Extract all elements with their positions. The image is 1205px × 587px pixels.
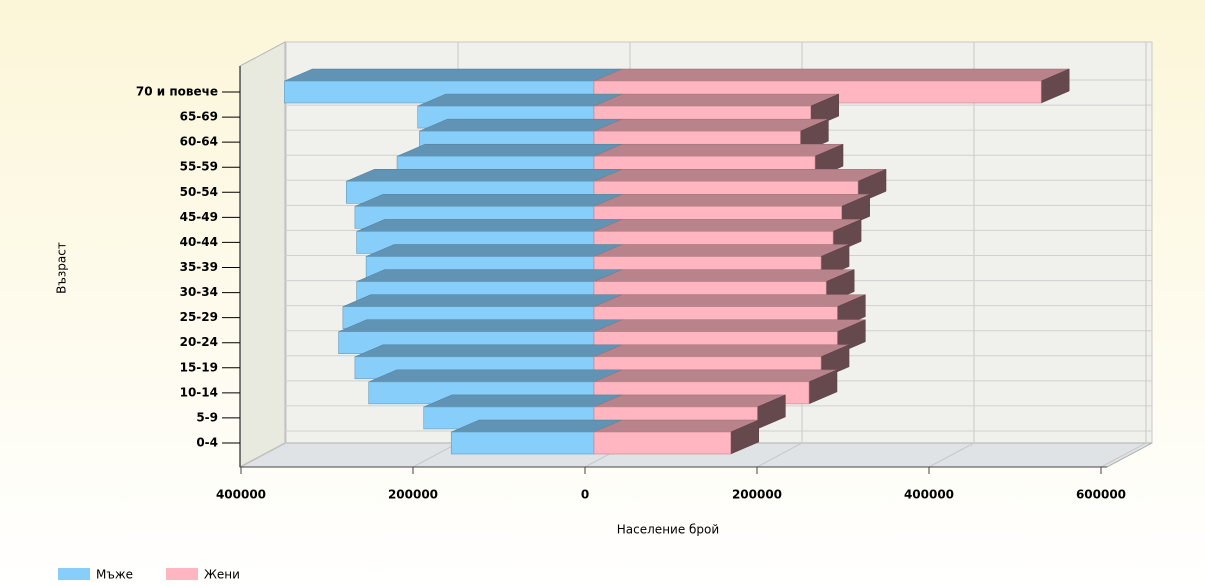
bar-top bbox=[593, 93, 839, 107]
bar-top bbox=[451, 419, 623, 433]
legend-label: Мъже bbox=[96, 568, 133, 582]
bar-top bbox=[354, 194, 623, 207]
bar-top bbox=[354, 344, 623, 358]
x-tick-label: 200000 bbox=[388, 488, 438, 502]
bar-top bbox=[593, 143, 844, 157]
y-tick-label: 65-69 bbox=[180, 110, 218, 124]
y-tick-label: 40-44 bbox=[180, 235, 218, 249]
bar-top bbox=[346, 169, 623, 182]
bar-top bbox=[368, 369, 623, 383]
legend-swatch bbox=[166, 568, 198, 580]
bar-top bbox=[396, 143, 623, 157]
bar-top bbox=[356, 219, 623, 232]
bar-top bbox=[593, 319, 866, 332]
bar-top bbox=[338, 319, 623, 332]
bar-top bbox=[366, 244, 623, 257]
y-tick-label: 25-29 bbox=[180, 310, 218, 324]
bars bbox=[284, 68, 1070, 455]
y-tick-label: 45-49 bbox=[180, 210, 218, 224]
legend-swatch bbox=[58, 568, 90, 580]
x-axis-title: Население брой bbox=[617, 523, 719, 537]
grid-line bbox=[240, 442, 287, 468]
y-tick-label: 5-9 bbox=[196, 410, 218, 424]
bar bbox=[450, 431, 595, 455]
bar-top bbox=[593, 294, 866, 307]
y-tick-label: 60-64 bbox=[180, 135, 218, 149]
x-tick-label: 200000 bbox=[732, 488, 782, 502]
legend-label: Жени bbox=[204, 568, 240, 582]
y-tick-label: 55-59 bbox=[180, 160, 218, 174]
bar-top bbox=[593, 68, 1070, 82]
bar-top bbox=[419, 118, 623, 132]
y-tick-label: 30-34 bbox=[180, 285, 218, 299]
x-tick-label: 400000 bbox=[216, 488, 266, 502]
y-tick-label: 15-19 bbox=[180, 360, 218, 374]
bar-top bbox=[593, 269, 855, 282]
bar-top bbox=[284, 68, 623, 82]
y-tick-label: 10-14 bbox=[180, 385, 218, 399]
grid-line bbox=[756, 442, 803, 468]
y-tick-label: 70 и повече bbox=[136, 85, 218, 99]
bar-top bbox=[593, 369, 838, 383]
y-tick-label: 20-24 bbox=[180, 335, 218, 349]
x-tick-label: 0 bbox=[581, 488, 589, 502]
y-tick-label: 50-54 bbox=[180, 185, 218, 199]
grid-line bbox=[412, 442, 459, 468]
bar-top bbox=[342, 294, 623, 307]
bar-top bbox=[593, 194, 870, 207]
bar-top bbox=[356, 269, 623, 282]
x-tick-label: 400000 bbox=[904, 488, 954, 502]
grid-line bbox=[1100, 442, 1147, 468]
left-wall bbox=[239, 41, 286, 468]
bar-top bbox=[593, 219, 862, 232]
bar-top bbox=[593, 118, 829, 132]
bar-top bbox=[593, 169, 887, 182]
y-tick-label: 0-4 bbox=[196, 436, 218, 450]
bar-top bbox=[593, 244, 850, 257]
bar-top bbox=[593, 419, 759, 433]
x-tick-label: 600000 bbox=[1076, 488, 1126, 502]
bar bbox=[593, 431, 732, 455]
y-axis-title: Възраст bbox=[55, 242, 69, 294]
bar-top bbox=[593, 344, 850, 358]
bar-top bbox=[417, 93, 623, 107]
grid-line bbox=[928, 442, 975, 468]
y-tick-label: 35-39 bbox=[180, 260, 218, 274]
bar-top bbox=[423, 394, 623, 408]
bar-top bbox=[593, 394, 786, 408]
